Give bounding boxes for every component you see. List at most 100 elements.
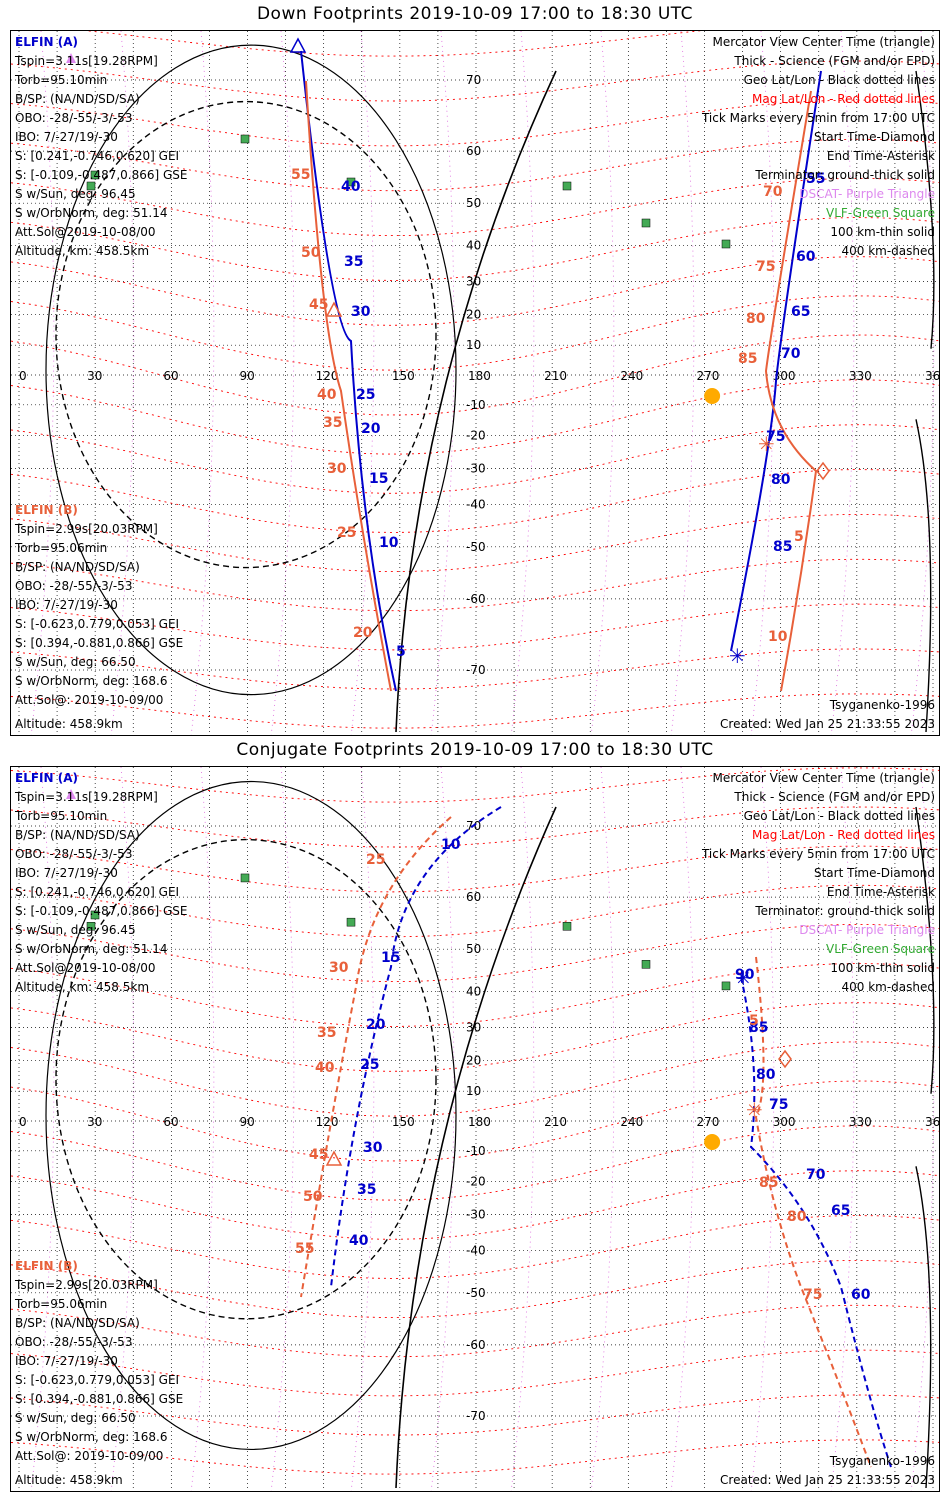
elfin-b-tick: 40 <box>315 1060 335 1076</box>
dscat-triangle <box>66 53 76 63</box>
elfin-a-tick-r: 80 <box>756 1067 776 1083</box>
legend-l2: Thick - Science (FGM and/or EPD) <box>734 790 935 804</box>
mag-meridian <box>190 31 215 735</box>
mag-meridian <box>270 767 295 1491</box>
mag-parallel <box>11 217 939 281</box>
elfin-a-tick-r: 60 <box>796 249 816 265</box>
elfin-a-tick: 5 <box>396 644 406 660</box>
lat-label: -30 <box>466 461 486 475</box>
center-triangle-b <box>325 301 343 317</box>
legend-l5: Tick Marks every 5min from 17:00 UTC <box>701 847 935 861</box>
elfin-b-tick: 40 <box>317 387 337 403</box>
elfin-b-tick: 25 <box>366 852 385 868</box>
mag-meridian <box>510 31 535 735</box>
elfin-b-line: OBO: -28/-55/-3/-53 <box>15 1335 133 1349</box>
created-label: Created: Wed Jan 25 21:33:55 2023 <box>720 717 935 731</box>
elfin-b-tick: 45 <box>309 1147 328 1163</box>
elfin-b-tick-r: 5 <box>749 1013 759 1029</box>
elfin-b-header: ELFIN (B) <box>15 503 78 517</box>
lon-label: 0 <box>19 369 27 383</box>
lon-label: 210 <box>544 1115 567 1129</box>
mag-parallel <box>11 513 939 573</box>
mag-parallel <box>11 603 939 651</box>
lon-label: 180 <box>468 369 491 383</box>
end-asterisk-a: ✳ <box>729 644 746 668</box>
vlf-square <box>641 218 651 228</box>
elfin-a-line: S: [-0.109,-0.487,0.866] GSE <box>15 904 188 918</box>
created-label-2: Created: Wed Jan 25 21:33:55 2023 <box>720 1473 935 1487</box>
elfin-b-tick: 45 <box>309 297 328 313</box>
elfin-b-tick-r: 10 <box>768 629 788 645</box>
elfin-b-line: S: [-0.623,0.779,0.053] GEI <box>15 1373 180 1387</box>
elfin-b-tick-r: 75 <box>756 259 775 275</box>
elfin-b-line: IBO: 7/-27/19/-30 <box>15 1354 118 1368</box>
elfin-a-tick: 15 <box>381 950 400 966</box>
mag-meridian <box>270 31 295 735</box>
model-label: Tsyganenko-1996 <box>829 698 935 712</box>
elfin-b-line: OBO: -28/-55/-3/-53 <box>15 579 133 593</box>
lat-label: 40 <box>466 238 481 252</box>
elfin-b-tick: 50 <box>303 1189 323 1205</box>
lat-label: -70 <box>466 1409 486 1423</box>
mag-parallel <box>11 177 939 237</box>
lat-label: -50 <box>466 540 486 554</box>
elfin-a-tick: 30 <box>351 304 371 320</box>
mag-meridian <box>430 31 455 735</box>
vlf-square <box>562 922 572 931</box>
mag-meridian <box>830 31 855 735</box>
elfin-a-tick: 40 <box>341 179 361 195</box>
elfin-a-line: S w/OrbNorm, deg: 51.14 <box>15 206 168 220</box>
mag-meridian <box>110 31 135 735</box>
start-diamond <box>778 1049 792 1069</box>
elfin-a-line: B/SP: (NA/ND/SD/SA) <box>15 92 140 106</box>
mag-parallel <box>11 1349 939 1397</box>
lon-label: 120 <box>316 369 339 383</box>
legend-l12: 400 km-dashed <box>841 244 935 258</box>
legend-l12: 400 km-dashed <box>841 980 935 994</box>
elfin-b-info: ELFIN (B) Tspin=2.99s[20.03RPM] Torb=95.0… <box>15 501 183 710</box>
elfin-b-track <box>305 80 392 692</box>
map-canvas-down: 0 30 60 90 120 150 180 210 240 270 300 330 360 70 60 50… <box>11 31 939 735</box>
terminator-ground <box>395 806 557 1489</box>
elfin-b-line: S: [0.394,-0.881,0.866] GSE <box>15 636 184 650</box>
legend-l10: VLF-Green Square <box>826 206 935 220</box>
legend-l2: Thick - Science (FGM and/or EPD) <box>734 54 935 68</box>
elfin-b-line: Torb=95.06min <box>15 541 108 555</box>
elfin-b-line: Tspin=2.99s[20.03RPM] <box>15 1278 158 1292</box>
mag-parallel <box>11 1170 939 1240</box>
elfin-a-line: OBO: -28/-55/-3/-53 <box>15 111 133 125</box>
mag-parallel <box>11 923 939 983</box>
elfin-a-tick-r: 70 <box>806 1167 826 1183</box>
elfin-a-line: S w/Sun, deg: 96.45 <box>15 187 136 201</box>
terminator-400km <box>55 100 437 569</box>
lon-label: 360 <box>925 1115 940 1129</box>
terminator-100km <box>45 44 457 696</box>
lat-label: 30 <box>466 1021 481 1035</box>
elfin-b-track-r <box>754 956 872 1468</box>
elfin-a-line: S w/OrbNorm, deg: 51.14 <box>15 942 168 956</box>
legend-l8: Terminator: ground-thick solid <box>755 168 935 182</box>
lon-label: 180 <box>468 1115 491 1129</box>
elfin-b-tick: 35 <box>317 1025 336 1041</box>
lat-label: -40 <box>466 1244 486 1258</box>
lat-label: -10 <box>466 398 486 412</box>
elfin-a-tick-r: 65 <box>831 1203 850 1219</box>
lon-label: 90 <box>240 369 255 383</box>
elfin-a-track-r <box>730 70 822 652</box>
elfin-b-tick-r: 70 <box>763 184 783 200</box>
lat-label: 60 <box>466 144 481 158</box>
elfin-a-line: Altitude, km: 458.5km <box>15 244 150 258</box>
lat-label: -40 <box>466 498 486 512</box>
mag-parallel <box>11 1002 939 1072</box>
elfin-b-line: S: [0.394,-0.881,0.866] GSE <box>15 1392 184 1406</box>
model-label-2: Tsyganenko-1996 <box>829 1454 935 1468</box>
elfin-a-tick-r: 75 <box>769 1097 788 1113</box>
lat-label: 20 <box>466 1053 481 1067</box>
lon-label: 330 <box>849 369 872 383</box>
lon-label: 240 <box>620 369 643 383</box>
mag-parallel <box>11 424 939 494</box>
lon-label: 330 <box>849 1115 872 1129</box>
elfin-b-track-r <box>764 90 818 692</box>
elfin-b-tick: 35 <box>323 415 342 431</box>
terminator-400km <box>55 838 437 1320</box>
